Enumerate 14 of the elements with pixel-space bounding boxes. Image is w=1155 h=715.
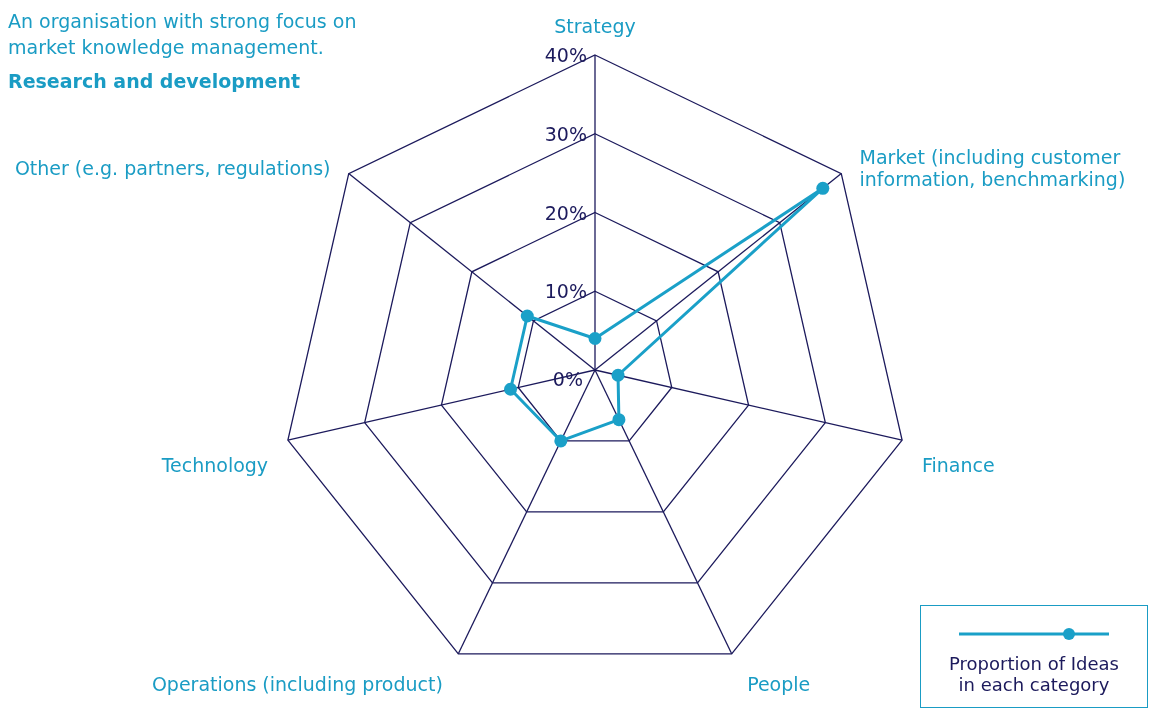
spoke-label: Other (e.g. partners, regulations) — [14, 156, 331, 179]
y-tick-label: 40% — [544, 44, 587, 66]
spoke-label: Strategy — [554, 15, 636, 37]
y-tick-label: 30% — [544, 122, 587, 145]
legend-label: Proportion of Ideas in each category — [948, 653, 1120, 695]
y-tick-label: 10% — [544, 280, 587, 303]
spoke-label: Finance — [921, 453, 995, 476]
spoke-label: Technology — [160, 453, 269, 476]
text: Research and development — [8, 70, 302, 92]
spoke-label: Market (including customer information, benchmarking) — [859, 145, 1126, 190]
chart-subtitle: An organisation with strong focus on market knowledge management. — [8, 9, 358, 60]
spoke-label: Operations (including product) — [151, 673, 443, 696]
spoke-label: People — [747, 673, 811, 696]
y-tick-label: 20% — [544, 201, 587, 224]
